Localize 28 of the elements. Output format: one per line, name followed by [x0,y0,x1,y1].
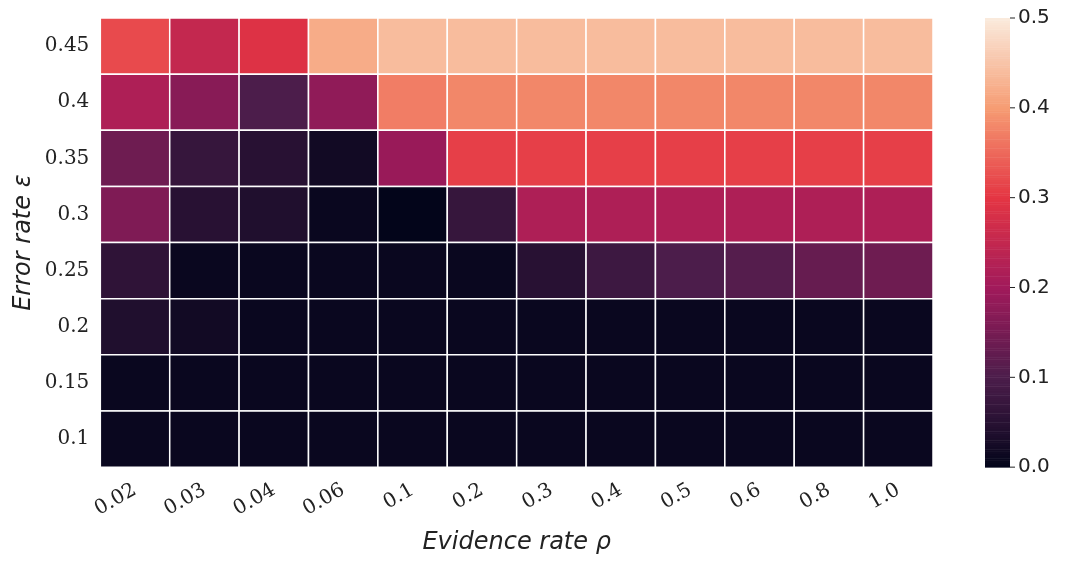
y-tick-label: 0.2 [57,312,90,337]
x-tick-label: 1.0 [863,476,904,514]
x-tick-label: 0.2 [447,476,488,514]
x-tick-label: 0.04 [228,476,279,520]
x-tick-label: 0.3 [516,476,557,514]
y-tick-label: 0.45 [44,32,90,57]
x-tick-label: 0.6 [725,476,765,514]
x-tick-label: 0.06 [297,476,349,520]
color-bar-label: 0.3 [1018,183,1050,208]
x-tick-label: 0.8 [794,476,835,514]
y-tick-label: 0.35 [44,144,90,169]
color-bar-label: 0.4 [1018,94,1050,119]
color-bar-label: 0.1 [1018,363,1050,388]
y-tick-label: 0.1 [57,425,90,450]
color-bar-label: 0.5 [1018,4,1050,29]
x-tick-label: 0.5 [655,476,696,514]
x-axis-title: Evidence rate ρ [422,526,611,555]
color-bar-label: 0.2 [1018,273,1050,298]
y-tick-label: 0.15 [44,369,90,394]
x-tick-label: 0.1 [378,476,418,514]
x-tick-label: 0.03 [158,476,210,520]
x-tick-label: 0.02 [89,476,141,520]
color-bar-label: 0.0 [1018,453,1050,478]
y-tick-label: 0.3 [57,200,90,225]
y-axis-title: Error rate ε [7,174,36,311]
y-tick-label: 0.4 [57,88,90,113]
x-tick-label: 0.4 [586,476,626,514]
y-tick-label: 0.25 [44,256,90,281]
